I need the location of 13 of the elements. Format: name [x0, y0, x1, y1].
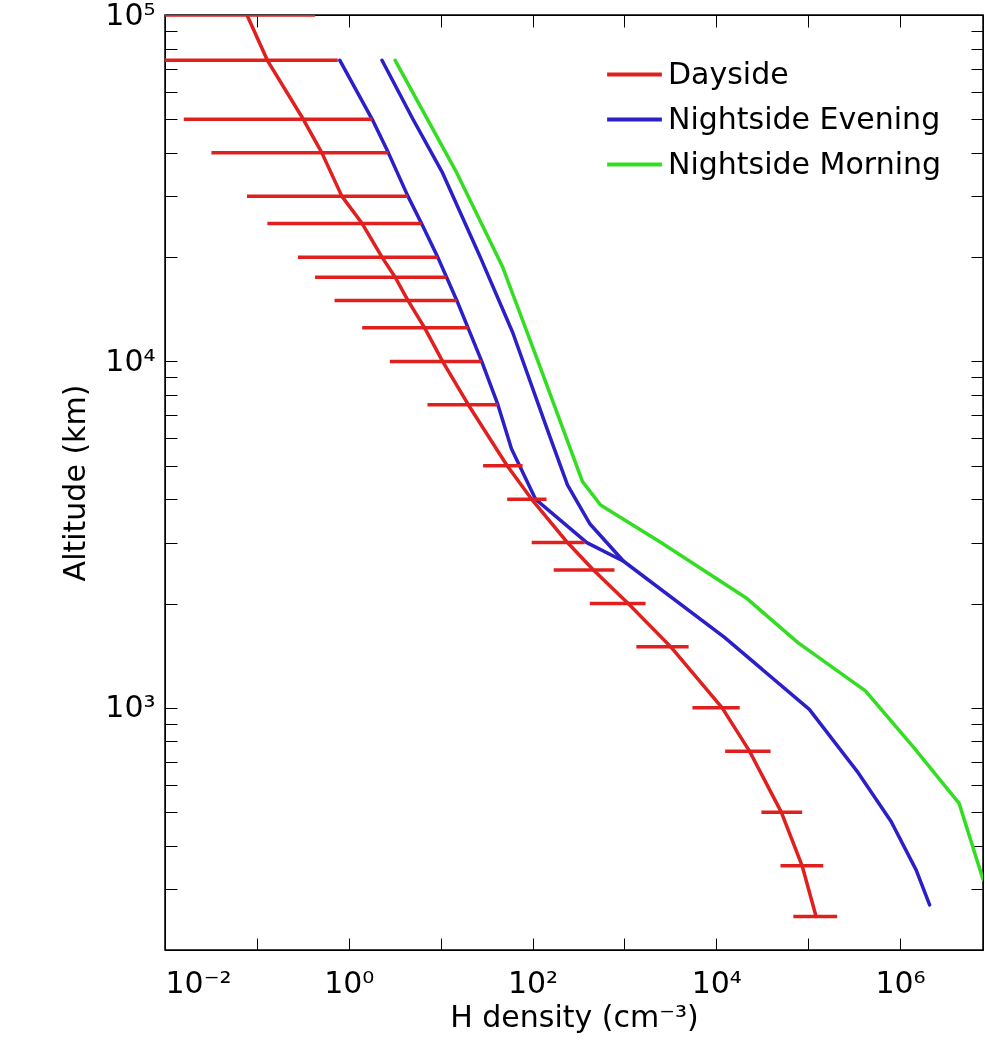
y-tick-label: 10³ — [105, 689, 156, 725]
legend-label: Nightside Evening — [668, 100, 941, 136]
x-tick-label: 10⁶ — [875, 964, 926, 1000]
legend-label: Nightside Morning — [668, 145, 942, 181]
x-tick-label: 10⁴ — [691, 964, 742, 1000]
x-axis-title: H density (cm⁻³) — [450, 998, 699, 1034]
y-tick-label: 10⁵ — [105, 0, 156, 32]
y-tick-label: 10⁴ — [105, 342, 156, 378]
y-axis-title: Altitude (km) — [57, 384, 93, 582]
x-tick-label: 10⁰ — [324, 964, 375, 1000]
x-tick-label: 10⁻² — [165, 964, 232, 1000]
legend-label: Dayside — [668, 55, 789, 91]
x-tick-label: 10² — [507, 964, 559, 1000]
